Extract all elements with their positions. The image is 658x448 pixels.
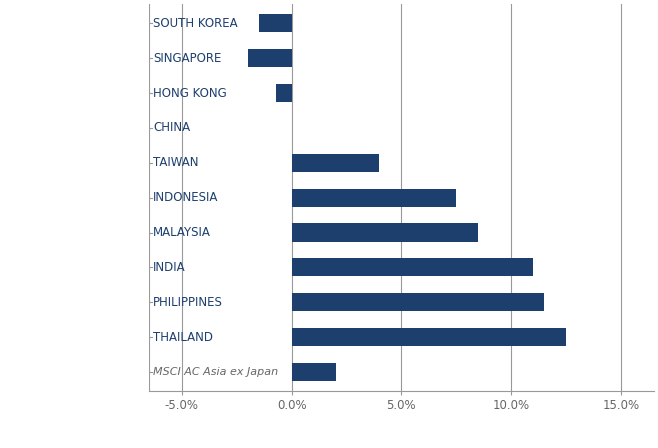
Text: THAILAND: THAILAND	[153, 331, 213, 344]
Bar	[276, 84, 291, 102]
Bar	[291, 293, 544, 311]
Text: INDONESIA: INDONESIA	[153, 191, 218, 204]
Text: SINGAPORE: SINGAPORE	[153, 52, 222, 65]
Text: PHILIPPINES: PHILIPPINES	[153, 296, 223, 309]
Text: SOUTH KOREA: SOUTH KOREA	[153, 17, 238, 30]
Bar	[291, 363, 336, 381]
Text: CHINA: CHINA	[153, 121, 190, 134]
Text: MSCI AC Asia ex Japan: MSCI AC Asia ex Japan	[153, 367, 278, 377]
Text: TAIWAN: TAIWAN	[153, 156, 199, 169]
Bar	[291, 189, 456, 207]
Text: HONG KONG: HONG KONG	[153, 86, 227, 99]
Bar	[291, 154, 380, 172]
Bar	[259, 14, 291, 32]
Bar	[291, 258, 533, 276]
Bar	[291, 328, 566, 346]
Bar	[291, 224, 478, 241]
Bar	[247, 49, 291, 67]
Text: MALAYSIA: MALAYSIA	[153, 226, 211, 239]
Text: INDIA: INDIA	[153, 261, 186, 274]
